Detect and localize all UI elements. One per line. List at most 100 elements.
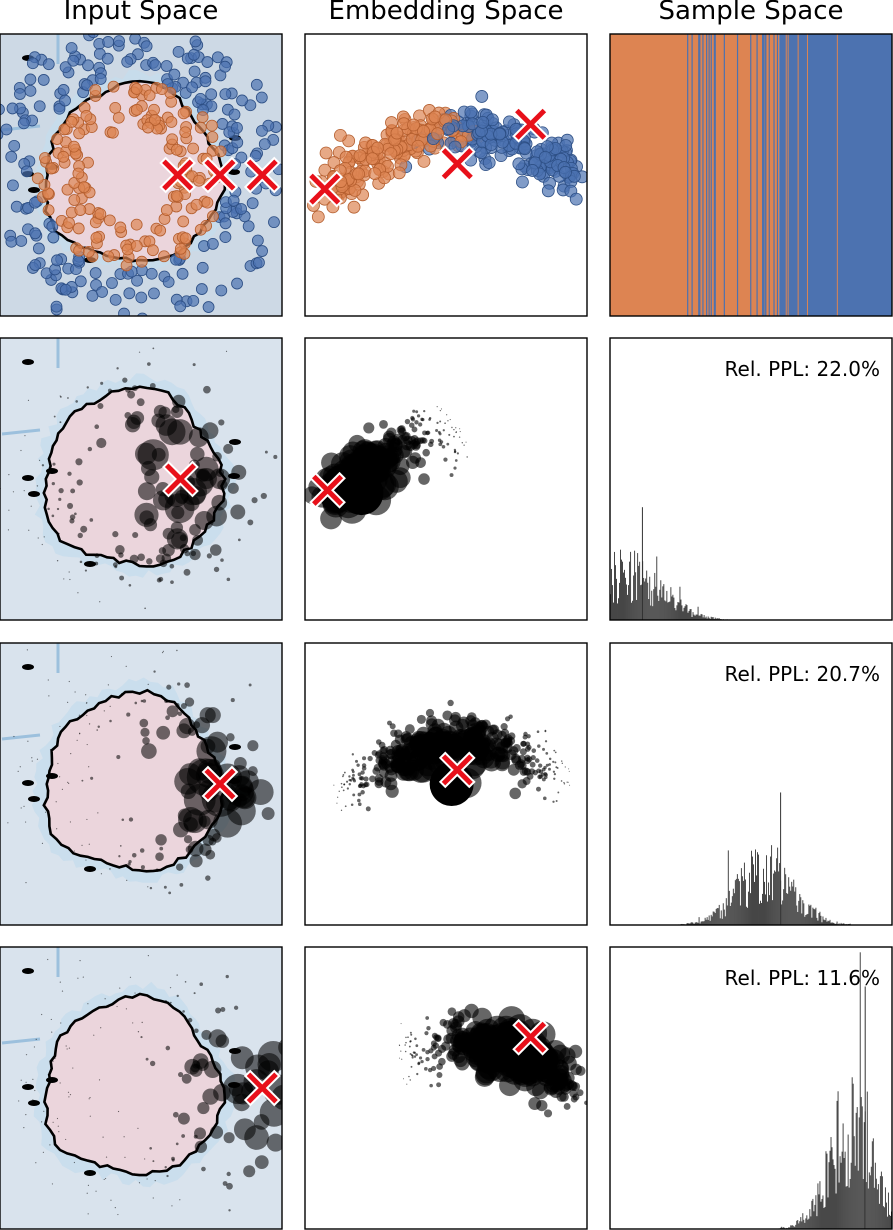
density-point	[105, 998, 106, 999]
density-point	[79, 715, 80, 716]
histogram-bar	[869, 1172, 870, 1229]
histogram-bar	[711, 915, 712, 925]
density-point	[527, 734, 531, 738]
scatter-point-blue	[16, 235, 27, 246]
scatter-point-blue	[75, 276, 86, 287]
density-point	[60, 1082, 61, 1083]
density-point	[35, 1162, 36, 1163]
density-point	[214, 567, 219, 572]
scatter-point-orange	[136, 256, 147, 267]
histogram-bar	[809, 1209, 810, 1229]
density-point	[417, 715, 426, 724]
density-point	[13, 736, 14, 737]
density-point	[89, 844, 90, 845]
histogram-bar	[803, 903, 804, 925]
scatter-point-blue	[9, 140, 20, 151]
density-point	[86, 715, 87, 716]
density-point	[385, 769, 398, 782]
histogram-bar	[646, 571, 647, 620]
scatter-point-orange	[108, 81, 119, 92]
density-point	[8, 474, 9, 475]
density-point	[37, 759, 38, 760]
scatter-point-blue	[232, 278, 243, 289]
rel-ppl-annotation: Rel. PPL: 20.7%	[725, 662, 880, 686]
histogram-bar	[814, 909, 815, 925]
density-point	[343, 783, 345, 785]
input-space-panel-r4	[0, 946, 283, 1230]
density-point	[159, 847, 163, 851]
histogram-bar	[715, 913, 716, 925]
scatter-point-orange	[104, 215, 115, 226]
density-point	[98, 726, 100, 728]
density-point	[95, 1191, 96, 1192]
histogram-bar	[782, 900, 783, 925]
density-point	[42, 544, 43, 545]
density-point	[462, 442, 463, 443]
density-point	[201, 739, 216, 754]
histogram-bar	[789, 887, 790, 925]
histogram-bar	[638, 566, 639, 620]
stripe-blue	[715, 34, 716, 316]
scatter-point-blue	[252, 235, 263, 246]
scatter-point-blue	[251, 79, 262, 90]
scatter-point-blue	[173, 46, 184, 57]
histogram-bar	[690, 609, 691, 620]
histogram-bar	[636, 600, 637, 620]
density-point	[150, 1061, 155, 1066]
scatter-point-blue	[124, 288, 135, 299]
density-point	[60, 1022, 61, 1023]
embedding-point-orange	[385, 148, 397, 160]
boundary-island	[84, 561, 96, 567]
density-point	[353, 779, 356, 782]
scatter-point-orange	[115, 222, 126, 233]
density-point	[132, 1022, 133, 1023]
density-point	[348, 775, 350, 777]
histogram-bar	[677, 602, 678, 620]
histogram-bar	[771, 845, 772, 925]
scatter-point-blue	[30, 260, 41, 271]
density-point	[188, 727, 197, 736]
density-point	[410, 1032, 412, 1034]
density-point	[27, 741, 28, 742]
density-point	[104, 1179, 105, 1180]
density-point	[507, 737, 515, 745]
density-point	[88, 1213, 89, 1214]
scatter-point-orange	[147, 245, 158, 256]
density-point	[450, 419, 451, 420]
histogram-bar	[676, 605, 677, 620]
density-point	[108, 389, 112, 393]
scatter-point-blue	[60, 284, 71, 295]
histogram-bar	[799, 1221, 800, 1229]
density-point	[184, 817, 198, 831]
density-point	[453, 467, 456, 470]
histogram-bar	[886, 1203, 887, 1229]
scatter-point-blue	[196, 284, 207, 295]
histogram-bar	[819, 912, 820, 925]
density-point	[66, 1045, 67, 1046]
density-point	[410, 1034, 412, 1036]
histogram-bar	[803, 1220, 804, 1229]
histogram-bar	[663, 584, 664, 620]
density-point	[107, 699, 109, 701]
density-point	[341, 810, 342, 811]
scatter-point-orange	[74, 128, 85, 139]
scatter-point-orange	[159, 251, 170, 262]
density-point	[265, 451, 268, 454]
embedding-point-blue	[465, 106, 477, 118]
density-point	[165, 715, 170, 720]
histogram-bar	[743, 881, 744, 925]
density-point	[247, 740, 258, 751]
histogram-bar	[768, 882, 769, 925]
density-point	[490, 747, 505, 762]
boundary-island	[28, 491, 40, 497]
density-point	[60, 396, 62, 398]
histogram-bar	[883, 1206, 884, 1229]
histogram-bar	[629, 562, 630, 620]
scatter-point-blue	[27, 58, 38, 69]
histogram-bar	[809, 906, 810, 925]
histogram-bar	[829, 1162, 830, 1229]
histogram-bar	[659, 590, 660, 620]
density-point	[80, 526, 87, 533]
density-point	[360, 770, 364, 774]
density-point	[155, 868, 158, 871]
